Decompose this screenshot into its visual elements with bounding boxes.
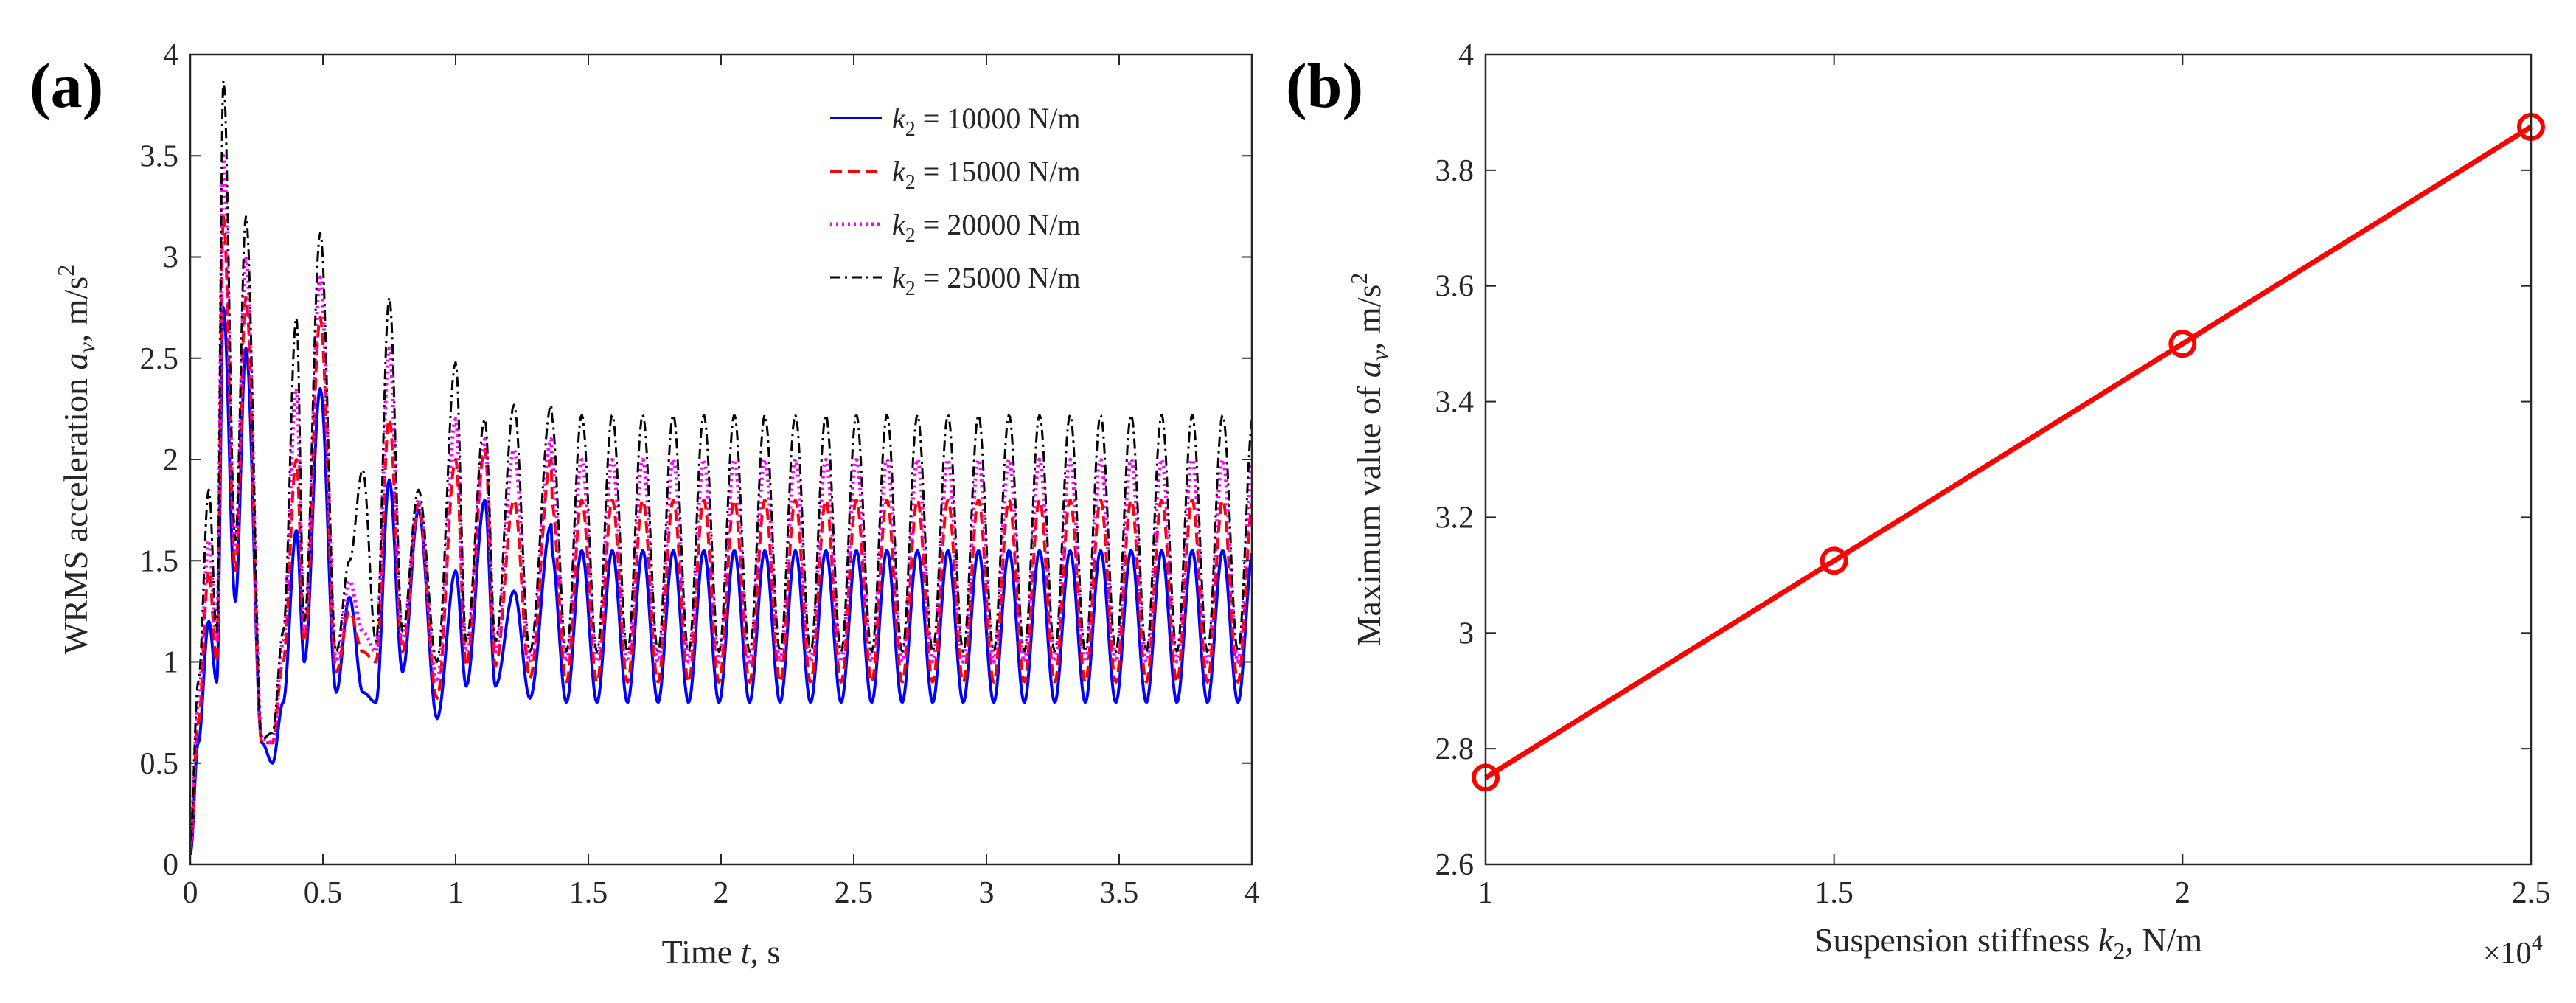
x-ticks-a: 0 0.5 1 1.5 2 2.5 3 3.5 4 (183, 55, 1260, 910)
y-tick-label-a: 0 (163, 848, 178, 882)
y-tick-label-b: 3.6 (1435, 270, 1475, 304)
y-tick-label-a: 4 (163, 38, 178, 72)
x-exponent-label-b: ×104 (2483, 931, 2543, 971)
legend-label-3: k2 = 20000 N/m (892, 208, 1080, 247)
x-tick-label-a: 1.5 (569, 876, 608, 910)
panel-label-b: (b) (1286, 50, 1363, 121)
data-point-marker (1820, 546, 1848, 575)
y-axis-label-b: Maximum value of av, m/s2 (1346, 273, 1393, 647)
x-tick-label-a: 0.5 (304, 876, 343, 910)
x-tick-label-b: 2 (2175, 876, 2190, 910)
series-line-4 (189, 80, 1253, 841)
legend-item-3: k2 = 20000 N/m (830, 208, 1080, 247)
legend-a: k2 = 10000 N/m k2 = 15000 N/m k2 = 20000… (830, 102, 1080, 300)
y-tick-label-a: 0.5 (140, 747, 179, 781)
x-tick-label-a: 0 (183, 876, 198, 910)
x-axis-label-a: Time t, s (662, 933, 781, 971)
x-axis-label-b: Suspension stiffness k2, N/m (1814, 921, 2203, 964)
y-ticks-b: 2.6 2.8 3 3.2 3.4 3.6 3.8 4 (1435, 38, 2531, 882)
y-tick-label-a: 2.5 (140, 342, 179, 376)
y-ticks-a: 0 0.5 1 1.5 2 2.5 3 3.5 4 (140, 38, 1252, 882)
x-tick-label-a: 2.5 (835, 876, 874, 910)
y-tick-label-b: 3 (1458, 617, 1474, 650)
x-tick-label-b: 1 (1478, 876, 1494, 910)
panel-a: (a) 0 0.5 1 1.5 2 2.5 3 3.5 4 00.511.522.533.54 … (29, 38, 1260, 971)
y-tick-label-a: 3.5 (140, 139, 179, 173)
y-tick-label-a: 1.5 (140, 544, 179, 578)
x-tick-label-a: 2 (714, 876, 729, 910)
x-tick-label-a: 3.5 (1100, 876, 1139, 910)
x-tick-label-a: 3 (979, 876, 995, 910)
y-tick-label-a: 3 (163, 241, 178, 275)
legend-item-4: k2 = 25000 N/m (830, 261, 1080, 300)
legend-label-4: k2 = 25000 N/m (892, 261, 1080, 300)
y-tick-label-b: 3.8 (1435, 154, 1475, 188)
y-tick-label-a: 1 (163, 646, 178, 680)
y-tick-label-b: 3.2 (1435, 501, 1475, 535)
legend-label-2: k2 = 15000 N/m (892, 155, 1080, 194)
y-tick-label-b: 4 (1458, 38, 1474, 72)
series-line-3 (188, 153, 1254, 845)
data-point-marker (2168, 330, 2197, 358)
x-tick-label-a: 4 (1245, 876, 1260, 910)
y-tick-label-b: 2.8 (1435, 732, 1475, 766)
series-line-2 (189, 215, 1253, 849)
plot-area-a (188, 80, 1254, 855)
max-accel-line (1484, 125, 2533, 780)
legend-label-1: k2 = 10000 N/m (892, 102, 1080, 141)
x-tick-label-b: 1.5 (1814, 876, 1853, 910)
legend-item-2: k2 = 15000 N/m (830, 155, 1080, 194)
y-tick-label-b: 3.4 (1435, 386, 1475, 420)
y-tick-label-a: 2 (163, 443, 178, 477)
panel-label-a: (a) (29, 50, 103, 121)
panel-b: (b) 1 1.5 2 2.5 2.6 2.8 3 3.2 3.4 3.6 3.8 4 Suspen… (1286, 38, 2550, 971)
legend-item-1: k2 = 10000 N/m (830, 102, 1080, 141)
x-tick-label-a: 1 (448, 876, 464, 910)
y-axis-label-a: WRMS acceleration av, m/s2 (52, 265, 100, 654)
x-ticks-b: 1 1.5 2 2.5 (1478, 55, 2551, 910)
y-tick-label-b: 2.6 (1435, 848, 1475, 882)
axes-box-b (1484, 53, 2533, 866)
x-tick-label-b: 2.5 (2512, 876, 2551, 910)
